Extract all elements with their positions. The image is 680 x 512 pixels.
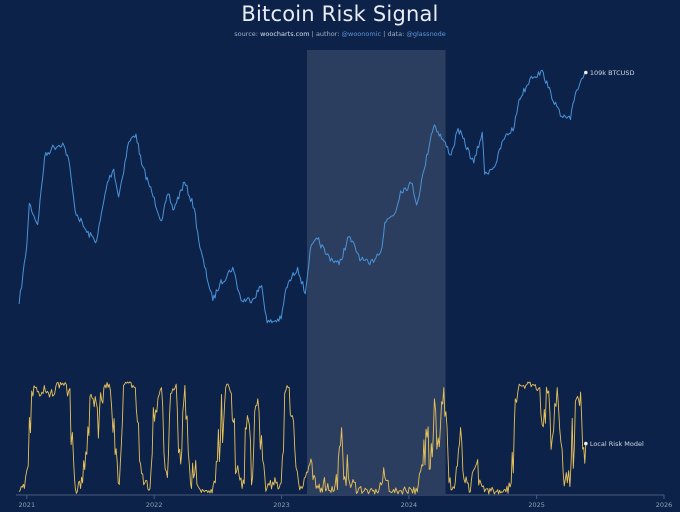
author-label: author:	[315, 30, 340, 38]
series-end-labels: 109k BTCUSD Local Risk Model	[590, 69, 644, 448]
x-tick-label: 2025	[528, 501, 545, 509]
data-value[interactable]: @glassnode	[406, 30, 446, 38]
btcusd-end-point	[584, 70, 588, 75]
author-value[interactable]: @woonomic	[341, 30, 382, 38]
source-label: source:	[234, 30, 258, 38]
chart-subtitle: source: woocharts.com | author: @woonomi…	[0, 30, 680, 38]
risk-end-point	[584, 441, 588, 446]
x-tick-label: 2023	[273, 501, 290, 509]
x-tick-label: 2026	[656, 501, 673, 509]
highlight-band-group	[307, 50, 446, 494]
highlight-band	[307, 50, 446, 494]
data-label: data:	[387, 30, 405, 38]
source-value: woocharts.com	[260, 30, 310, 38]
subtitle-separator: |	[383, 30, 386, 38]
risk-end-label: Local Risk Model	[590, 440, 644, 448]
subtitle-separator: |	[311, 30, 314, 38]
x-tick-label: 2022	[146, 501, 163, 509]
chart-title: Bitcoin Risk Signal	[241, 2, 439, 26]
btcusd-line	[18, 69, 587, 324]
x-tick-label: 2021	[19, 501, 36, 509]
price-series-group	[18, 69, 588, 324]
x-tick-label: 2024	[401, 501, 418, 509]
risk-series-group	[18, 381, 588, 495]
local-risk-model-line	[18, 381, 587, 495]
x-axis: 2021 2022 2023 2024 2025 2026	[16, 494, 673, 509]
btcusd-end-label: 109k BTCUSD	[590, 69, 635, 77]
